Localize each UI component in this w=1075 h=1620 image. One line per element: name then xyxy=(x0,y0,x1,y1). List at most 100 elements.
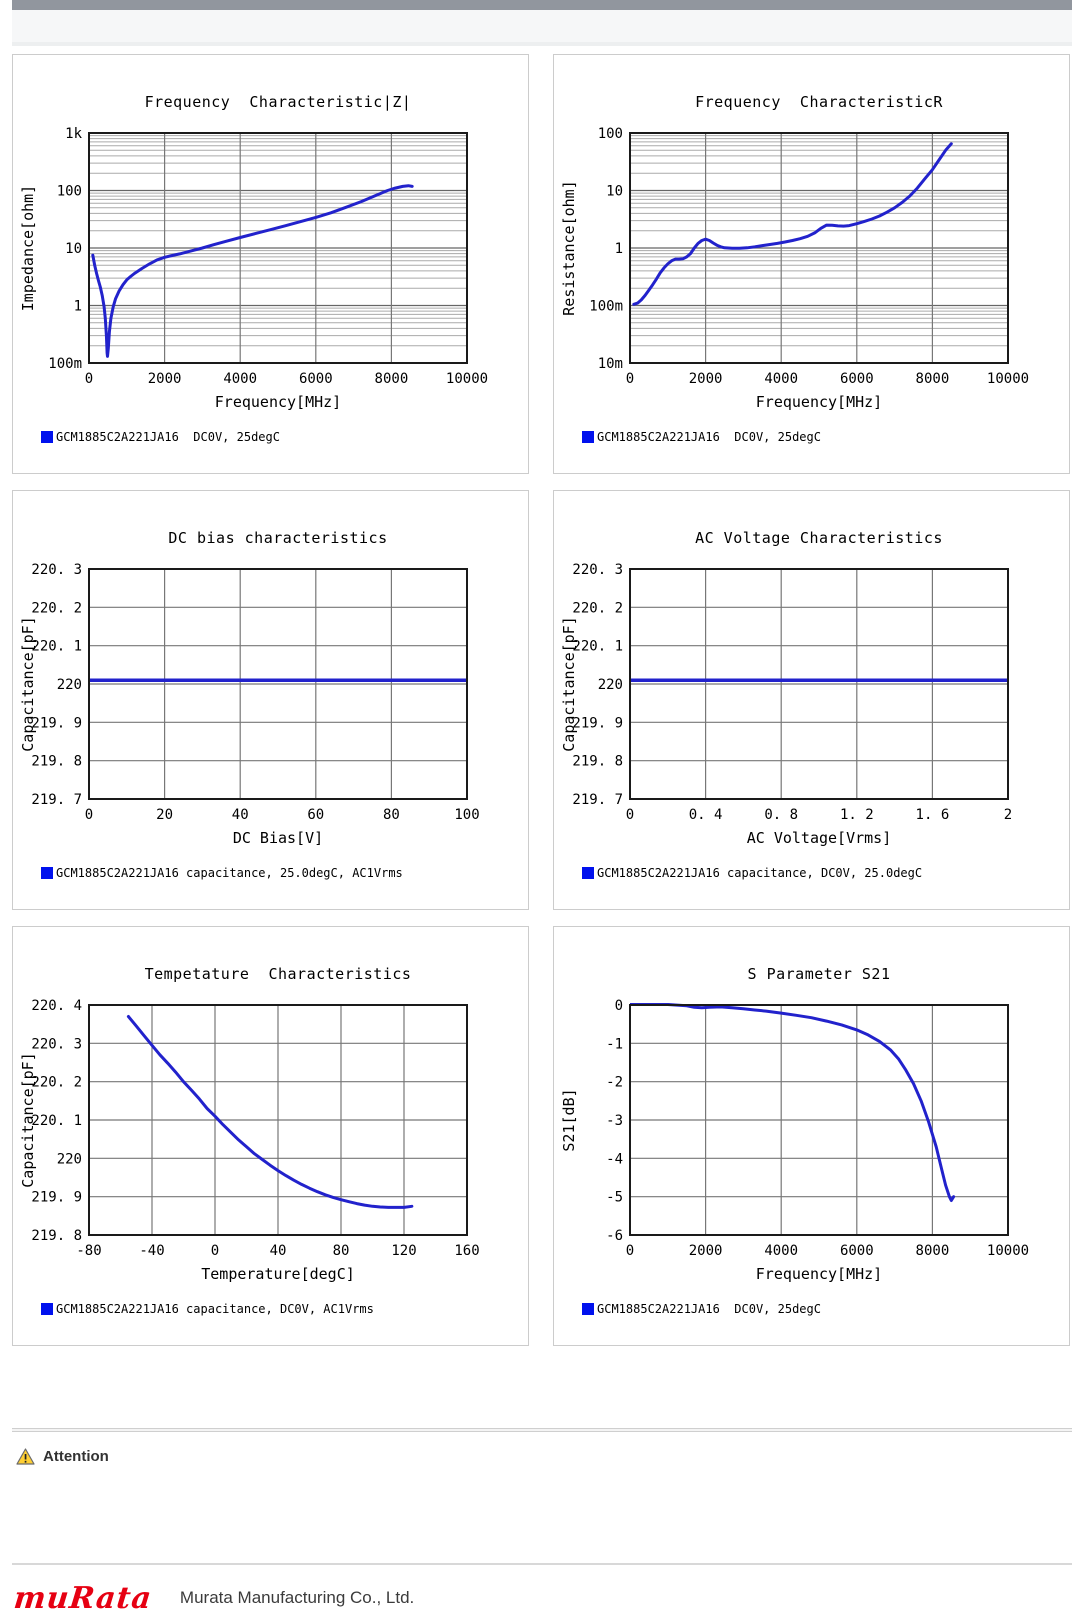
svg-text:220. 3: 220. 3 xyxy=(31,562,82,578)
warning-triangle-icon xyxy=(16,1447,35,1465)
svg-text:40: 40 xyxy=(232,807,249,823)
chart-title: Frequency CharacteristicR xyxy=(695,93,943,111)
svg-text:10000: 10000 xyxy=(446,371,488,387)
svg-text:0. 8: 0. 8 xyxy=(764,807,798,823)
svg-text:220. 3: 220. 3 xyxy=(572,562,623,578)
svg-text:6000: 6000 xyxy=(299,371,333,387)
svg-text:-80: -80 xyxy=(76,1243,101,1259)
svg-text:0: 0 xyxy=(626,371,634,387)
svg-text:100: 100 xyxy=(454,807,479,823)
svg-text:6000: 6000 xyxy=(840,1243,874,1259)
legend-swatch-icon xyxy=(41,431,53,443)
top-bar xyxy=(12,0,1072,10)
svg-text:40: 40 xyxy=(270,1243,287,1259)
legend: GCM1885C2A221JA16 capacitance, DC0V, AC1… xyxy=(41,1301,528,1317)
svg-text:Capacitance[pF]: Capacitance[pF] xyxy=(19,616,37,751)
svg-text:10: 10 xyxy=(65,241,82,257)
legend-label: GCM1885C2A221JA16 DC0V, 25degC xyxy=(56,430,280,444)
svg-text:-3: -3 xyxy=(606,1113,623,1129)
svg-text:8000: 8000 xyxy=(916,371,950,387)
svg-text:220. 1: 220. 1 xyxy=(572,639,623,655)
chart-panel-ac-voltage: AC Voltage Characteristics 0 0. 4 0. 8 1. 2… xyxy=(553,490,1070,910)
impedance-frequency-plot: 0 2000 4000 6000 8000 10000 1k 100 10 1 100m Impeda… xyxy=(19,126,488,387)
x-axis-title: DC Bias[V] xyxy=(232,829,324,847)
chart-panel-s21: S Parameter S21 0 2000 4000 6000 8000 10000 0-… xyxy=(553,926,1070,1346)
svg-text:Resistance[ohm]: Resistance[ohm] xyxy=(560,180,578,315)
svg-text:Capacitance[pF]: Capacitance[pF] xyxy=(19,1052,37,1187)
svg-text:-6: -6 xyxy=(606,1228,623,1244)
legend-swatch-icon xyxy=(582,431,594,443)
svg-text:220. 2: 220. 2 xyxy=(572,600,623,616)
svg-text:220: 220 xyxy=(57,1151,82,1167)
svg-text:100: 100 xyxy=(598,126,623,142)
legend: GCM1885C2A221JA16 DC0V, 25degC xyxy=(582,1301,1069,1317)
svg-text:100m: 100m xyxy=(589,299,623,315)
svg-text:0: 0 xyxy=(615,998,623,1014)
legend: GCM1885C2A221JA16 capacitance, DC0V, 25.… xyxy=(582,865,1069,881)
x-axis-title: AC Voltage[Vrms] xyxy=(746,829,892,847)
footer: muRata Murata Manufacturing Co., Ltd. xyxy=(12,1580,1075,1616)
company-name: Murata Manufacturing Co., Ltd. xyxy=(179,1588,415,1607)
svg-text:2000: 2000 xyxy=(689,1243,723,1259)
chart-title: Frequency Characteristic|Z| xyxy=(144,93,412,111)
x-axis-title: Frequency[MHz] xyxy=(755,393,883,411)
legend-label: GCM1885C2A221JA16 DC0V, 25degC xyxy=(597,1302,821,1316)
svg-text:S21[dB]: S21[dB] xyxy=(560,1088,578,1151)
svg-text:220. 2: 220. 2 xyxy=(31,1075,82,1091)
svg-text:10: 10 xyxy=(606,184,623,200)
chart-panel-dc-bias: DC bias characteristics 0 20 40 60 80 100 220.… xyxy=(12,490,529,910)
chart-title: DC bias characteristics xyxy=(168,529,388,547)
svg-text:-1: -1 xyxy=(606,1036,623,1052)
svg-text:0: 0 xyxy=(626,807,634,823)
svg-text:10000: 10000 xyxy=(987,371,1029,387)
svg-text:219. 7: 219. 7 xyxy=(572,792,623,808)
chart-panel-temperature: Tempetature Characteristics -80 -40 0 40 80 1… xyxy=(12,926,529,1346)
svg-text:6000: 6000 xyxy=(840,371,874,387)
svg-text:1k: 1k xyxy=(65,126,82,142)
svg-text:1: 1 xyxy=(74,299,82,315)
chart-panel-resistance: Frequency CharacteristicR 0 2000 4000 6000 8… xyxy=(553,54,1070,474)
legend: GCM1885C2A221JA16 DC0V, 25degC xyxy=(41,429,528,445)
svg-text:20: 20 xyxy=(156,807,173,823)
charts-grid: Frequency Characteristic|Z| 0 2000 4000 600… xyxy=(12,54,1070,1346)
svg-text:220: 220 xyxy=(57,677,82,693)
legend-swatch-icon xyxy=(582,1303,594,1315)
s21-plot: 0 2000 4000 6000 8000 10000 0 -1 -2 -3 -4 -5 -6 S21[d… xyxy=(560,998,1029,1259)
svg-text:219. 8: 219. 8 xyxy=(31,1228,82,1244)
svg-text:0: 0 xyxy=(626,1243,634,1259)
legend-swatch-icon xyxy=(582,867,594,879)
chart-panel-impedance: Frequency Characteristic|Z| 0 2000 4000 600… xyxy=(12,54,529,474)
svg-text:120: 120 xyxy=(391,1243,416,1259)
svg-text:160: 160 xyxy=(454,1243,479,1259)
x-axis-title: Temperature[degC] xyxy=(201,1265,355,1283)
legend-swatch-icon xyxy=(41,1303,53,1315)
legend-label: GCM1885C2A221JA16 capacitance, 25.0degC,… xyxy=(56,866,403,880)
svg-text:0: 0 xyxy=(85,807,93,823)
legend-swatch-icon xyxy=(41,867,53,879)
svg-text:2: 2 xyxy=(1004,807,1012,823)
murata-logo: muRata xyxy=(12,1580,154,1616)
svg-text:219. 9: 219. 9 xyxy=(31,715,82,731)
chart-title: AC Voltage Characteristics xyxy=(695,529,943,547)
legend-label: GCM1885C2A221JA16 DC0V, 25degC xyxy=(597,430,821,444)
svg-text:0: 0 xyxy=(211,1243,219,1259)
svg-text:219. 8: 219. 8 xyxy=(572,754,623,770)
svg-text:100m: 100m xyxy=(48,356,82,372)
header-strip-border xyxy=(12,42,1072,46)
svg-text:Capacitance[pF]: Capacitance[pF] xyxy=(560,616,578,751)
svg-text:-40: -40 xyxy=(139,1243,164,1259)
svg-text:1. 2: 1. 2 xyxy=(840,807,874,823)
svg-text:0: 0 xyxy=(85,371,93,387)
svg-text:80: 80 xyxy=(333,1243,350,1259)
legend-label: GCM1885C2A221JA16 capacitance, DC0V, AC1… xyxy=(56,1302,374,1316)
svg-text:-2: -2 xyxy=(606,1075,623,1091)
dc-bias-plot: 0 20 40 60 80 100 220. 3 220. 2 220. 1 220 219. 9 2… xyxy=(19,562,480,823)
svg-text:-4: -4 xyxy=(606,1151,623,1167)
svg-text:220. 3: 220. 3 xyxy=(31,1036,82,1052)
footer-divider xyxy=(12,1563,1072,1565)
svg-text:10000: 10000 xyxy=(987,1243,1029,1259)
svg-text:219. 9: 219. 9 xyxy=(31,1190,82,1206)
svg-text:220. 2: 220. 2 xyxy=(31,600,82,616)
temperature-plot: -80 -40 0 40 80 120 160 220. 4 220. 3 220. 2 220. … xyxy=(19,998,480,1259)
svg-text:220: 220 xyxy=(598,677,623,693)
